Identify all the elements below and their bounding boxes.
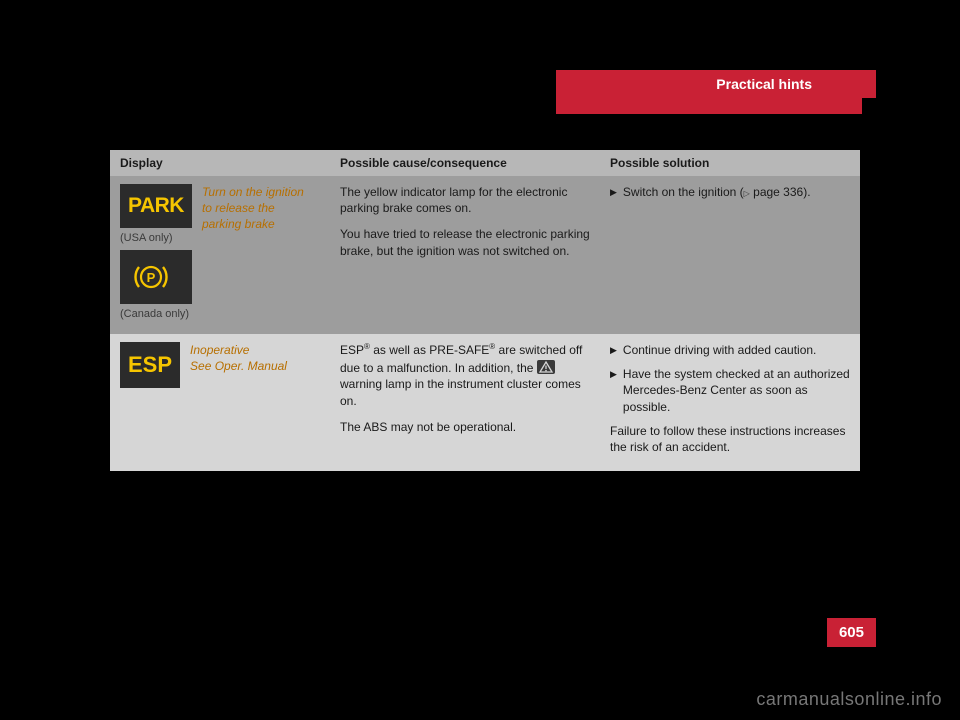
warning-triangle-icon xyxy=(537,360,555,374)
cause-paragraph: The yellow indicator lamp for the electr… xyxy=(340,184,590,216)
col-header-cause: Possible cause/consequence xyxy=(330,150,600,176)
table-row: PARK (USA only) P xyxy=(110,176,860,334)
page-number-tab: 605 xyxy=(827,618,876,647)
cause-paragraph: The ABS may not be operational. xyxy=(340,419,590,435)
solution-warning: Failure to follow these instructions inc… xyxy=(610,423,850,455)
display-message: Turn on the ignition to release the park… xyxy=(202,184,304,326)
cause-paragraph: You have tried to release the electronic… xyxy=(340,226,590,258)
display-message-line: parking brake xyxy=(202,216,304,232)
solution-bullet: ▶ Continue driving with added caution. xyxy=(610,342,850,358)
cause-paragraph: ESP® as well as PRE-SAFE® are switched o… xyxy=(340,342,590,409)
display-message-line: Inoperative xyxy=(190,342,287,358)
triangle-bullet-icon: ▶ xyxy=(610,186,617,202)
header-notch xyxy=(862,70,876,98)
cell-display: PARK (USA only) P xyxy=(110,176,330,334)
cell-solution: ▶ Continue driving with added caution. ▶… xyxy=(600,334,860,471)
parking-brake-circle-icon: P xyxy=(120,250,192,304)
triangle-bullet-icon: ▶ xyxy=(610,368,617,417)
cell-display: ESP Inoperative See Oper. Manual xyxy=(110,334,330,471)
esp-icon: ESP xyxy=(120,342,180,388)
svg-text:P: P xyxy=(147,270,156,285)
table-header-row: Display Possible cause/consequence Possi… xyxy=(110,150,860,176)
park-icon: PARK xyxy=(120,184,192,228)
solution-bullet: ▶ Switch on the ignition (▷ page 336). xyxy=(610,184,850,200)
col-header-display: Display xyxy=(110,150,330,176)
watermark: carmanualsonline.info xyxy=(756,689,942,710)
solution-text: Switch on the ignition (▷ page 336). xyxy=(623,184,811,200)
solution-text: Continue driving with added caution. xyxy=(623,342,816,358)
display-message: Inoperative See Oper. Manual xyxy=(190,342,287,392)
triangle-bullet-icon: ▶ xyxy=(610,344,617,360)
cell-solution: ▶ Switch on the ignition (▷ page 336). xyxy=(600,176,860,334)
page-ref-icon: ▷ xyxy=(744,189,750,198)
display-message-line: Turn on the ignition xyxy=(202,184,304,200)
warning-table: Display Possible cause/consequence Possi… xyxy=(110,150,860,471)
solution-bullet: ▶ Have the system checked at an authoriz… xyxy=(610,366,850,415)
region-label-usa: (USA only) xyxy=(120,232,192,244)
table-row: ESP Inoperative See Oper. Manual ESP® as… xyxy=(110,334,860,471)
display-message-line: See Oper. Manual xyxy=(190,358,287,374)
page-number: 605 xyxy=(839,624,864,641)
section-title-box: Practical hints xyxy=(556,70,862,114)
cell-cause: The yellow indicator lamp for the electr… xyxy=(330,176,600,334)
section-title: Practical hints xyxy=(716,76,812,92)
col-header-solution: Possible solution xyxy=(600,150,860,176)
header-bar: Practical hints xyxy=(556,70,862,114)
region-label-canada: (Canada only) xyxy=(120,308,192,320)
solution-text: Have the system checked at an authorized… xyxy=(623,366,850,415)
display-message-line: to release the xyxy=(202,200,304,216)
cell-cause: ESP® as well as PRE-SAFE® are switched o… xyxy=(330,334,600,471)
